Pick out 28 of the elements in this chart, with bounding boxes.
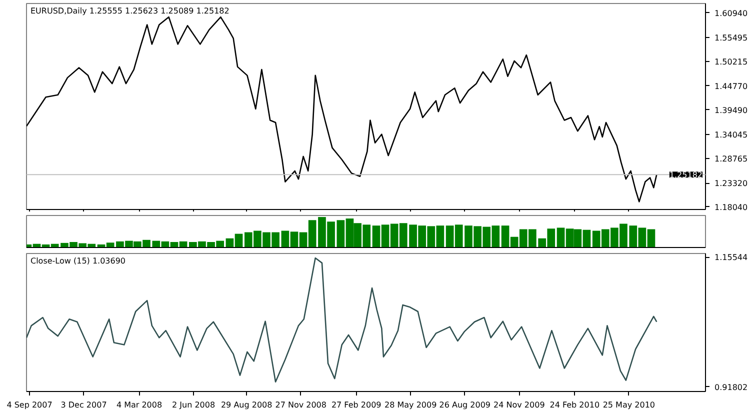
line-series (26, 16, 658, 202)
y-tick-label: 0.91802 (714, 382, 748, 392)
x-tick-label: 4 Mar 2008 (116, 400, 162, 410)
y-tick-label: 1.39490 (714, 106, 748, 115)
y-tick-label: 1.44770 (714, 82, 748, 91)
ref-line-label: 1.25182 (669, 170, 703, 180)
line-series (26, 257, 658, 383)
y-tick-label: 1.15544 (714, 253, 748, 262)
y-tick-label: 1.28765 (714, 154, 748, 164)
chart-title: EURUSD,Daily 1.25555 1.25623 1.25089 1.25182 (30, 6, 230, 16)
y-tick-label: 1.18040 (714, 202, 748, 212)
x-tick-label: 24 Nov 2009 (494, 400, 545, 410)
x-tick-label: 29 Aug 2008 (220, 400, 272, 410)
y-tick-label: 1.50215 (714, 57, 748, 66)
y-tick-label: 1.23320 (714, 179, 748, 188)
chart-title: Close-Low (15) 1.03690 (30, 256, 126, 266)
y-tick-label: 1.55495 (714, 33, 748, 42)
x-tick-label: 26 Aug 2009 (439, 400, 491, 410)
x-tick-label: 2 Jun 2008 (172, 400, 216, 410)
x-tick-label: 24 Feb 2010 (550, 400, 600, 410)
x-tick-label: 27 Feb 2009 (331, 400, 382, 410)
y-tick-label: 1.60940 (714, 8, 748, 18)
y-tick-label: 1.34045 (714, 130, 748, 140)
x-tick-label: 4 Sep 2007 (6, 400, 52, 410)
x-tick-label: 25 May 2010 (602, 400, 656, 410)
x-tick-label: 3 Dec 2007 (60, 400, 107, 410)
x-tick-label: 27 Nov 2008 (275, 400, 327, 410)
x-tick-label: 28 May 2009 (384, 400, 437, 410)
